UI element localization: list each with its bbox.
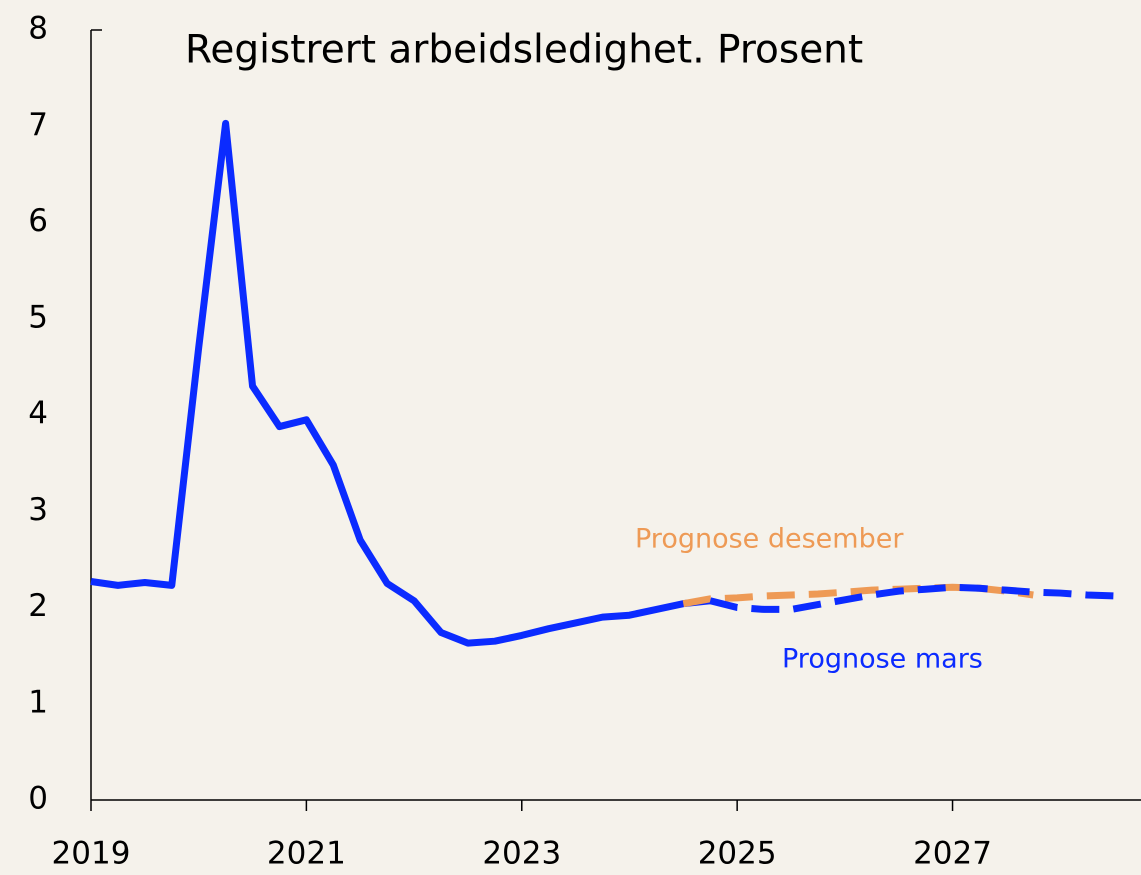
y-tick-label: 4 (28, 396, 48, 432)
y-tick-label: 2 (28, 588, 48, 624)
x-tick-label: 2019 (52, 836, 131, 872)
y-tick-label: 5 (28, 299, 48, 335)
line-series (90, 119, 711, 647)
y-tick-label: 3 (28, 492, 48, 528)
y-tick-label: 1 (28, 684, 48, 720)
y-tick-label: 0 (28, 781, 48, 817)
chart-title: Registrert arbeidsledighet. Prosent (185, 28, 863, 73)
y-tick-label: 6 (28, 203, 48, 239)
y-tick-label: 7 (28, 107, 48, 143)
line-series (682, 583, 1034, 608)
x-tick-label: 2021 (267, 836, 346, 872)
x-tick-label: 2027 (913, 836, 992, 872)
x-tick-label: 2023 (482, 836, 561, 872)
series-label: Prognose desember (635, 524, 904, 555)
series-label: Prognose mars (782, 644, 983, 675)
x-tick-label: 2025 (698, 836, 777, 872)
line-series (709, 583, 1115, 613)
y-tick-label: 8 (28, 11, 48, 47)
